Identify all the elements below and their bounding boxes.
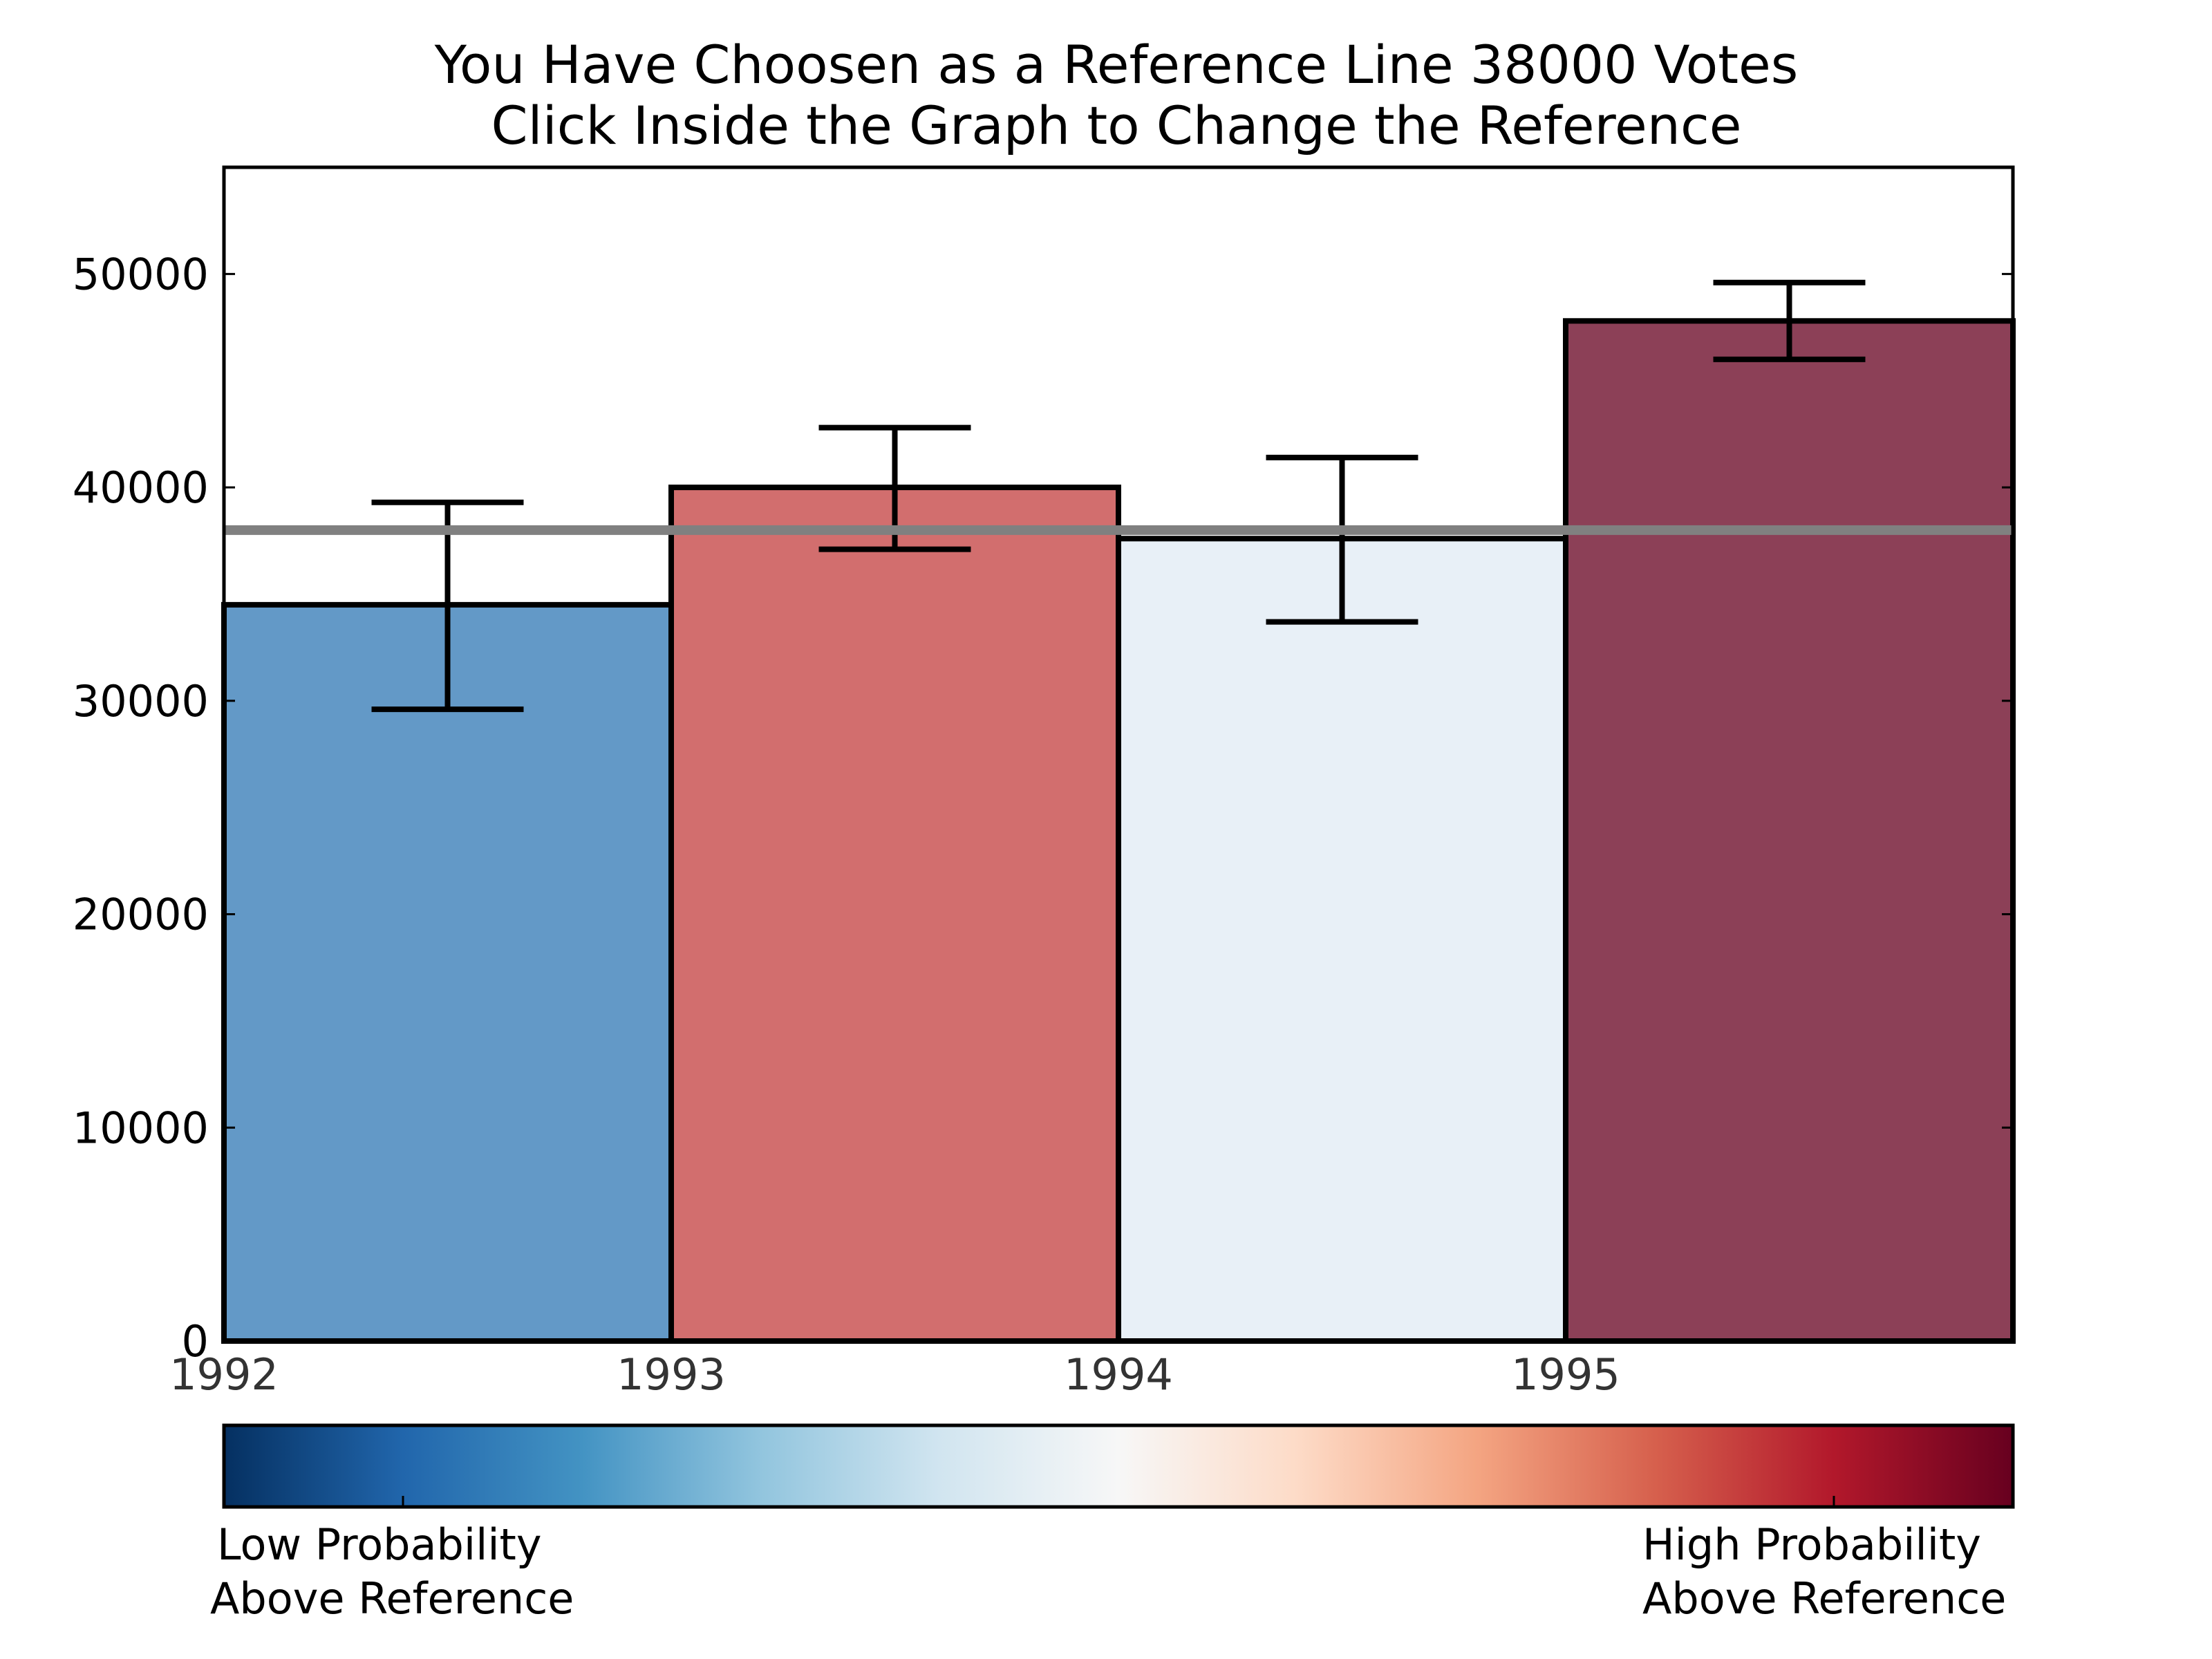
bar-1992[interactable] <box>221 601 674 1344</box>
colorbar <box>222 1423 2015 1509</box>
y-tick-label: 30000 <box>73 676 209 727</box>
y-tick-label: 50000 <box>73 249 209 299</box>
chart-title-line1: You Have Choosen as a Reference Line 380… <box>434 34 1799 95</box>
colorbar-right-label-line1: High Probability <box>1642 1519 1981 1570</box>
error-bar-1994 <box>1266 454 1418 625</box>
x-tick-label: 1992 <box>169 1349 279 1400</box>
x-tick-label: 1994 <box>1064 1349 1173 1400</box>
bar-1994[interactable] <box>1116 536 1568 1344</box>
x-tick-label: 1995 <box>1511 1349 1620 1400</box>
bar-1993[interactable] <box>668 485 1121 1344</box>
y-tick-label: 0 <box>182 1316 209 1367</box>
error-bar-1995 <box>1713 279 1866 362</box>
chart-title-line2: Click Inside the Graph to Change the Ref… <box>491 95 1741 156</box>
y-tick-label: 10000 <box>73 1103 209 1153</box>
error-bar-1992 <box>371 499 524 713</box>
colorbar-right-label-line2: Above Reference <box>1642 1573 2006 1624</box>
y-tick-label: 20000 <box>73 890 209 940</box>
bar-1995[interactable] <box>1563 318 2016 1344</box>
y-tick-label: 40000 <box>73 462 209 513</box>
x-tick-label: 1993 <box>617 1349 726 1400</box>
colorbar-left-label-line2: Above Reference <box>210 1573 574 1624</box>
colorbar-left-label-line1: Low Probability <box>217 1519 542 1570</box>
